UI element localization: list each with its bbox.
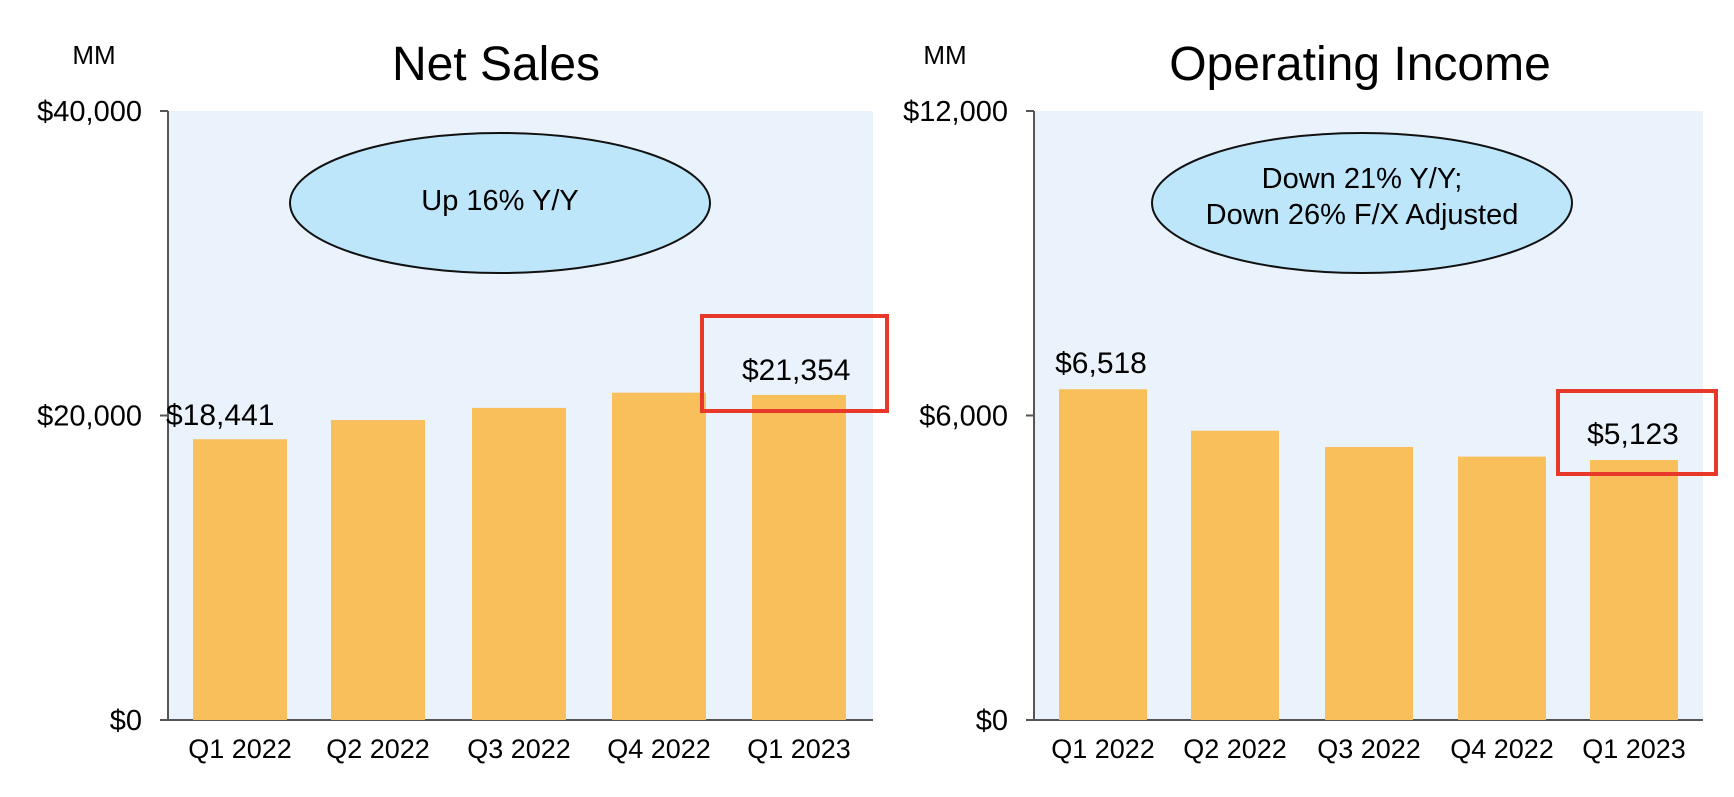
bar-q1-2022 xyxy=(1059,389,1147,720)
chart-title: Net Sales xyxy=(392,38,600,91)
y-tick-label: $0 xyxy=(110,705,142,737)
data-label: $21,354 xyxy=(742,354,850,387)
x-tick-label: Q1 2022 xyxy=(188,734,292,764)
callout-ellipse xyxy=(1151,132,1573,274)
highlight-box xyxy=(1556,389,1718,476)
data-label: $18,441 xyxy=(166,399,274,432)
bar-q1-2022 xyxy=(193,439,287,720)
chart-title: Operating Income xyxy=(1169,38,1551,91)
bar-q3-2022 xyxy=(472,407,566,720)
callout-text: Down 26% F/X Adjusted xyxy=(1206,199,1519,231)
y-tick-label: $0 xyxy=(976,705,1008,737)
data-label: $5,123 xyxy=(1587,418,1679,451)
y-tick-label: $40,000 xyxy=(37,96,142,128)
callout-ellipse xyxy=(289,132,711,274)
bar-q2-2022 xyxy=(1191,430,1279,720)
bar-q4-2022 xyxy=(612,392,706,720)
x-tick-label: Q3 2022 xyxy=(467,734,571,764)
y-tick-label: $20,000 xyxy=(37,401,142,433)
bar-q1-2023 xyxy=(1590,460,1678,720)
highlight-box xyxy=(700,314,889,413)
chart-panel-net-sales: MM Net Sales $0 $20,000 $40,000 Q1 2022 Q2 202… xyxy=(37,38,889,764)
x-tick-label: Q4 2022 xyxy=(1450,734,1554,764)
x-tick-label: Q2 2022 xyxy=(1183,734,1287,764)
x-tick-label: Q1 2023 xyxy=(747,734,851,764)
y-tick-label: $6,000 xyxy=(919,401,1008,433)
data-label: $6,518 xyxy=(1055,347,1147,380)
unit-label: MM xyxy=(72,40,115,70)
x-tick-label: Q2 2022 xyxy=(326,734,430,764)
x-tick-label: Q1 2023 xyxy=(1582,734,1686,764)
x-tick-label: Q1 2022 xyxy=(1051,734,1155,764)
callout-text: Up 16% Y/Y xyxy=(421,185,578,217)
unit-label: MM xyxy=(923,40,966,70)
bar-q2-2022 xyxy=(331,420,425,720)
callout-text: Down 21% Y/Y; xyxy=(1262,163,1463,195)
bar-q1-2023 xyxy=(752,394,846,720)
bar-q4-2022 xyxy=(1458,456,1546,720)
y-tick-label: $12,000 xyxy=(903,96,1008,128)
chart-panel-operating-income: MM Operating Income $0 $6,000 $12,000 Q1 2022… xyxy=(903,38,1718,764)
x-tick-label: Q3 2022 xyxy=(1317,734,1421,764)
bar-q3-2022 xyxy=(1325,446,1413,720)
x-tick-label: Q4 2022 xyxy=(607,734,711,764)
